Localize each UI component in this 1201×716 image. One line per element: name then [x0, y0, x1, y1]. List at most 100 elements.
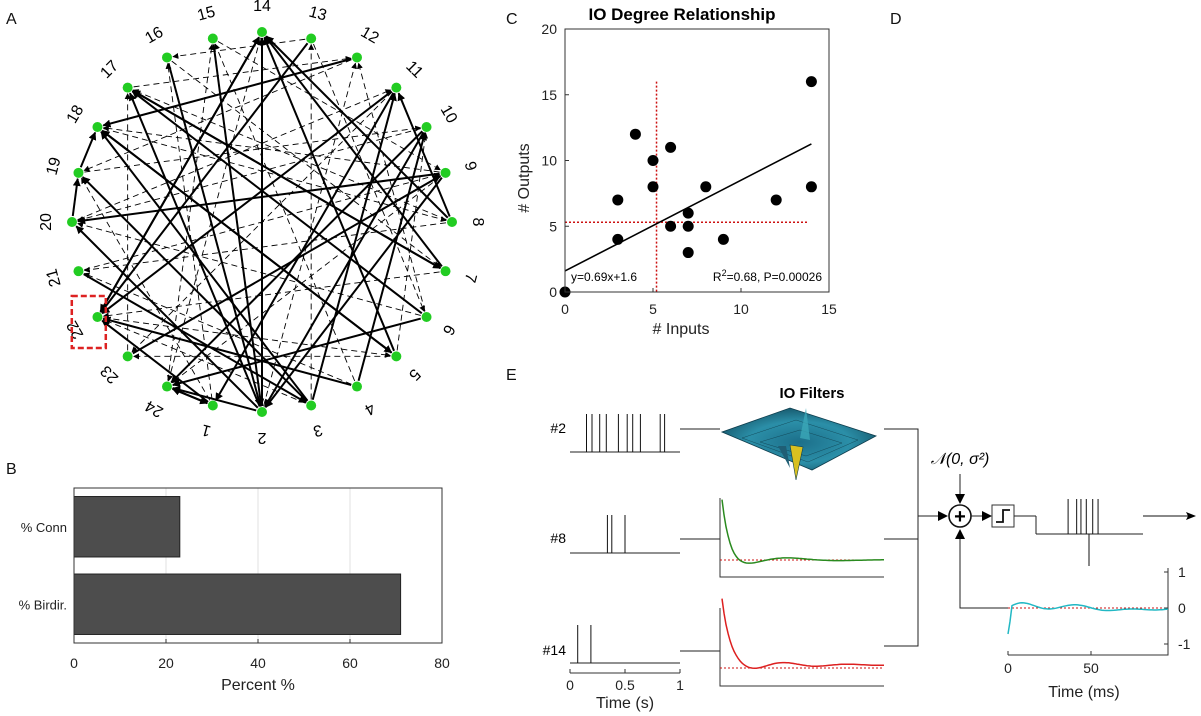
input-train-2: #2: [550, 414, 680, 453]
network-node-5: [391, 351, 402, 362]
network-node-12: [352, 52, 362, 63]
bar-conn: [73, 496, 181, 558]
weak-edge-6-12: [357, 62, 426, 312]
bar-chart-x-tick-0: 0: [70, 655, 78, 671]
scatter-point-3: [629, 128, 641, 140]
weak-edge-9-18: [102, 125, 440, 173]
strong-edge-2-24: [172, 386, 257, 412]
panel-label-e: E: [506, 367, 517, 384]
spike-tick-1: 0.5: [615, 677, 635, 693]
weak-edge-2-12: [263, 62, 357, 407]
scatter-point-11: [700, 181, 712, 193]
scatter-title: IO Degree Relationship: [588, 5, 775, 24]
network-node-6: [421, 312, 432, 322]
scatter-point-7: [665, 220, 677, 232]
bus-line: [884, 428, 919, 647]
network-node-16: [162, 52, 172, 63]
weak-edge-5-10: [396, 132, 429, 351]
weak-edge-1-19: [81, 177, 211, 401]
network-node-13: [306, 33, 317, 44]
scatter-point-12: [717, 233, 729, 245]
scatter-x-tick-5: 5: [649, 301, 657, 317]
network-node-17: [122, 82, 133, 93]
filter-plot-14: [719, 598, 884, 687]
weak-edge-14-24: [167, 37, 261, 382]
bar-chart-bars: [73, 496, 402, 635]
network-node-14: [257, 27, 267, 37]
network-node-label-19: 19: [44, 155, 65, 177]
strong-edge-1-22: [101, 319, 209, 403]
filters-title: IO Filters: [779, 385, 844, 402]
scatter-y-tick-15: 15: [541, 87, 557, 103]
input-label-2: #2: [550, 420, 566, 436]
scatter-point-13: [770, 194, 782, 206]
network-node-label-3: 3: [311, 421, 324, 440]
scatter-frame: [564, 28, 830, 293]
network-node-label-7: 7: [461, 271, 480, 284]
step-function-icon: [996, 509, 1010, 523]
history-x-tick-0: 0: [1004, 660, 1012, 676]
strong-edge-4-22: [102, 316, 352, 386]
network-node-8: [447, 217, 457, 227]
filter-14-axes: [719, 608, 884, 687]
scatter-xlabel: # Inputs: [653, 321, 710, 338]
history-x-tick-50: 50: [1083, 660, 1099, 676]
weak-edge-10-20: [77, 128, 421, 222]
scatter-point-14: [805, 76, 817, 88]
regression-line: [564, 143, 812, 272]
bar-chart-category-labels: % Conn % Birdir.: [19, 520, 67, 613]
input-train-14: #14: [543, 625, 680, 664]
network-node-20: [67, 217, 77, 227]
strong-edge-11-1: [214, 92, 395, 402]
spike-tick-2: 1: [676, 677, 684, 693]
strong-edge-8-14: [265, 35, 449, 219]
strong-edge-23-9: [132, 174, 442, 355]
network-node-24: [162, 381, 172, 392]
spike-time-xlabel: Time (s): [596, 695, 654, 712]
weak-edge-20-11: [77, 89, 392, 221]
history-x-ticks: 0 50: [1004, 651, 1099, 676]
network-node-4: [352, 381, 362, 392]
network-node-18: [92, 122, 103, 132]
weak-edge-13-16: [172, 38, 306, 59]
bar-category-label-conn: % Conn: [21, 520, 67, 535]
strong-edge-11-22: [101, 90, 393, 315]
network-node-label-1: 1: [200, 421, 213, 440]
weak-edge-16-7: [171, 60, 442, 268]
input-label-14: #14: [543, 642, 567, 658]
network-node-label-11: 11: [402, 58, 426, 82]
panel-label-a: A: [6, 11, 17, 28]
strong-edge-15-2: [212, 44, 265, 407]
history-axes: [1008, 568, 1169, 656]
history-y-tick-2: -1: [1178, 636, 1191, 652]
network-node-label-21: 21: [44, 267, 65, 289]
scatter-point-6: [665, 141, 677, 153]
network-node-label-17: 17: [97, 57, 122, 82]
strong-edge-3-18: [100, 131, 309, 402]
scatter-ylabel: # Outputs: [516, 143, 533, 212]
weak-edge-7-22: [102, 271, 440, 319]
weak-edge-24-15: [167, 43, 215, 381]
bar-chart-x-tick-80: 80: [434, 655, 450, 671]
network-node-label-22: 22: [64, 318, 88, 342]
fit-statistics: R2=0.68, P=0.00026: [713, 268, 822, 284]
feedback-line: [955, 529, 1008, 609]
scatter-point-4: [647, 155, 659, 166]
input-spikes-8: [570, 515, 680, 554]
strong-edge-22-14: [99, 36, 260, 313]
input-label-8: #8: [550, 530, 566, 546]
network-node-11: [391, 82, 402, 93]
panel-label-b: B: [6, 461, 17, 478]
sum-symbol: +: [954, 506, 966, 528]
strong-edge-13-22: [100, 42, 309, 313]
panel-label-c: C: [506, 11, 518, 28]
network-node-3: [306, 400, 317, 411]
scatter-x-tick-15: 15: [821, 301, 837, 317]
input-train-8: #8: [550, 515, 680, 554]
weak-edge-4-15: [214, 43, 356, 382]
scatter-chart: IO Degree Relationship 0 5 10 15 0 5 10 15 20 #…: [516, 5, 837, 338]
bar-chart-xlabel: Percent %: [221, 677, 295, 694]
scatter-point-5: [647, 181, 659, 193]
scatter-point-1: [612, 194, 624, 206]
